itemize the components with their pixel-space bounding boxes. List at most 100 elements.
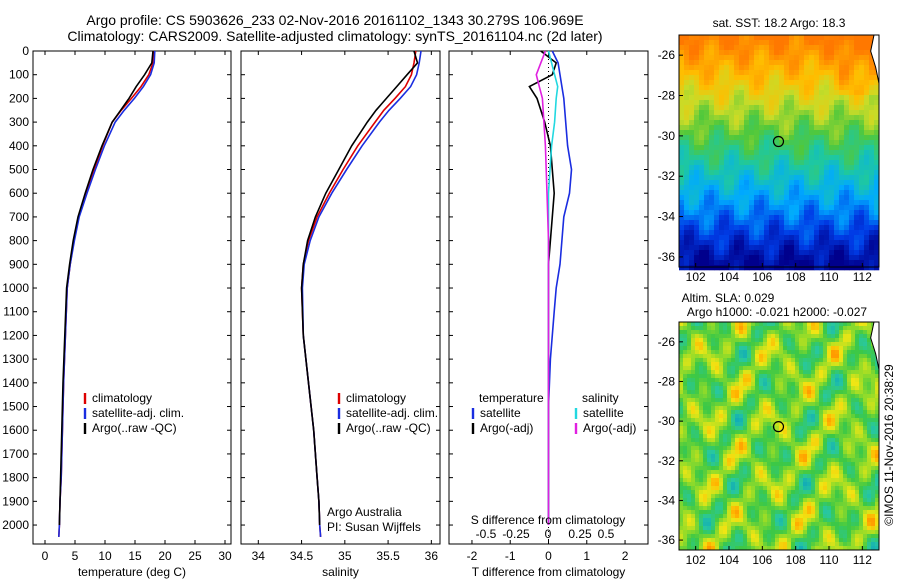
heatmap-cell <box>803 342 808 347</box>
heatmap-cell <box>854 140 860 146</box>
heatmap-cell <box>755 334 760 339</box>
heatmap-cell <box>803 530 808 535</box>
heatmap-cell <box>839 245 845 251</box>
heatmap-cell <box>871 482 876 487</box>
heatmap-cell <box>807 530 812 535</box>
heatmap-cell <box>803 374 808 379</box>
heatmap-cell <box>847 438 852 443</box>
heatmap-cell <box>831 370 836 375</box>
heatmap-cell <box>729 95 735 101</box>
heatmap-cell <box>867 510 872 515</box>
heatmap-cell <box>869 100 875 106</box>
heatmap-cell <box>847 458 852 463</box>
heatmap-cell <box>695 430 700 435</box>
heatmap-cell <box>775 330 780 335</box>
heatmap-cell <box>775 474 780 479</box>
heatmap-cell <box>807 494 812 499</box>
heatmap-cell <box>691 350 696 355</box>
heatmap-cell <box>809 220 815 226</box>
heatmap-cell <box>699 255 705 261</box>
heatmap-cell <box>684 80 690 86</box>
heatmap-cell <box>704 65 710 71</box>
heatmap-cell <box>789 130 795 136</box>
heatmap-cell <box>831 426 836 431</box>
heatmap-cell <box>714 95 720 101</box>
heatmap-cell <box>727 534 732 539</box>
heatmap-cell <box>835 394 840 399</box>
heatmap-cell <box>689 240 695 246</box>
top-axis-label: S difference from climatology <box>471 513 626 527</box>
heatmap-cell <box>869 95 875 101</box>
heatmap-cell <box>867 530 872 535</box>
heatmap-cell <box>704 205 710 211</box>
heatmap-cell <box>714 265 720 271</box>
heatmap-cell <box>739 50 745 56</box>
heatmap-cell <box>847 350 852 355</box>
heatmap-cell <box>807 330 812 335</box>
heatmap-cell <box>844 75 850 81</box>
heatmap-cell <box>684 50 690 56</box>
heatmap-cell <box>809 260 815 266</box>
heatmap-cell <box>851 370 856 375</box>
heatmap-cell <box>835 330 840 335</box>
heatmap-cell <box>824 245 830 251</box>
heatmap-cell <box>854 110 860 116</box>
heatmap-cell <box>874 90 880 96</box>
heatmap-cell <box>751 446 756 451</box>
heatmap-cell <box>863 530 868 535</box>
heatmap-cell <box>827 530 832 535</box>
heatmap-cell <box>831 482 836 487</box>
heatmap-cell <box>699 90 705 96</box>
heatmap-cell <box>695 418 700 423</box>
heatmap-cell <box>811 454 816 459</box>
heatmap-cell <box>855 442 860 447</box>
heatmap-cell <box>814 200 820 206</box>
heatmap-cell <box>791 458 796 463</box>
heatmap-cell <box>863 414 868 419</box>
heatmap-cell <box>827 402 832 407</box>
heatmap-cell <box>783 534 788 539</box>
heatmap-cell <box>804 120 810 126</box>
heatmap-cell <box>803 346 808 351</box>
heatmap-cell <box>854 210 860 216</box>
heatmap-cell <box>834 250 840 256</box>
heatmap-cell <box>827 470 832 475</box>
heatmap-cell <box>679 55 685 61</box>
heatmap-cell <box>739 466 744 471</box>
heatmap-cell <box>831 446 836 451</box>
heatmap-cell <box>739 498 744 503</box>
heatmap-cell <box>727 462 732 467</box>
heatmap-cell <box>707 466 712 471</box>
heatmap-cell <box>767 406 772 411</box>
heatmap-cell <box>831 382 836 387</box>
heatmap-cell <box>754 175 760 181</box>
heatmap-cell <box>731 466 736 471</box>
heatmap-cell <box>771 446 776 451</box>
heatmap-cell <box>679 205 685 211</box>
heatmap-cell <box>723 386 728 391</box>
heatmap-cell <box>694 155 700 161</box>
heatmap-cell <box>863 366 868 371</box>
heatmap-cell <box>699 150 705 156</box>
heatmap-cell <box>687 366 692 371</box>
heatmap-cell <box>751 378 756 383</box>
heatmap-cell <box>787 498 792 503</box>
heatmap-cell <box>715 450 720 455</box>
heatmap-cell <box>807 546 812 551</box>
heatmap-cell <box>819 426 824 431</box>
heatmap-cell <box>739 120 745 126</box>
heatmap-cell <box>683 342 688 347</box>
heatmap-cell <box>709 240 715 246</box>
heatmap-cell <box>751 402 756 407</box>
heatmap-cell <box>823 422 828 427</box>
heatmap-cell <box>683 410 688 415</box>
heatmap-cell <box>704 175 710 181</box>
heatmap-cell <box>869 110 875 116</box>
heatmap-cell <box>683 530 688 535</box>
heatmap-cell <box>843 346 848 351</box>
heatmap-cell <box>839 506 844 511</box>
heatmap-cell <box>864 40 870 46</box>
heatmap-cell <box>763 414 768 419</box>
heatmap-cell <box>714 165 720 171</box>
heatmap-cell <box>807 506 812 511</box>
